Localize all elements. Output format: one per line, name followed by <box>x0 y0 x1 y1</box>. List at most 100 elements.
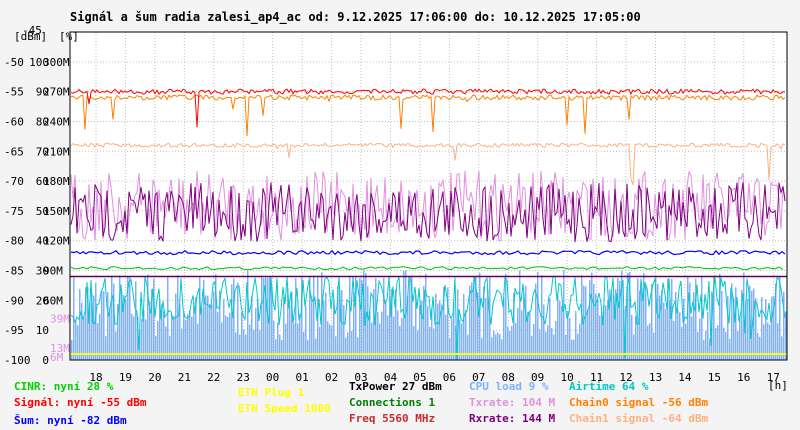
cpu-load-mark <box>461 323 463 360</box>
cpu-load-mark <box>329 324 331 360</box>
cpu-load-mark <box>633 334 635 360</box>
legend-freq: Freq 5560 MHz <box>349 412 436 425</box>
cpu-load-mark <box>563 270 565 360</box>
y-tick-dbm: -95 <box>4 324 24 337</box>
cpu-load-mark <box>119 275 121 360</box>
cpu-load-mark <box>773 295 775 360</box>
cpu-load-mark <box>313 275 315 360</box>
cpu-load-mark <box>425 273 427 360</box>
y-tick-dbm: -80 <box>4 235 24 248</box>
airtime-line <box>70 275 786 361</box>
x-tick-label: 06 <box>443 371 456 384</box>
cpu-load-mark <box>641 288 643 360</box>
cpu-load-mark <box>225 315 227 360</box>
cpu-load-mark <box>455 325 457 360</box>
cpu-load-mark <box>675 291 677 360</box>
cpu-load-mark <box>571 339 573 360</box>
cpu-load-mark <box>79 288 81 360</box>
cpu-load-mark <box>735 287 737 360</box>
cpu-load-mark <box>783 291 785 360</box>
legend-cpu: CPU load 9 % <box>469 380 549 393</box>
cpu-load-mark <box>379 323 381 360</box>
cpu-load-mark <box>303 331 305 360</box>
y-tick-rate-low: 13M <box>50 342 70 355</box>
cpu-load-mark <box>777 323 779 360</box>
cpu-load-mark <box>477 292 479 360</box>
y-tick-rate: 240M <box>43 115 70 128</box>
cpu-load-mark <box>515 322 517 360</box>
cpu-load-mark <box>271 286 273 360</box>
cpu-load-mark <box>251 295 253 360</box>
cpu-load-mark <box>663 302 665 360</box>
cpu-load-mark <box>581 275 583 360</box>
cpu-load-mark <box>533 323 535 360</box>
legend-cinr: CINR: nyní 28 % <box>14 380 114 393</box>
legend-airtime: Airtime 64 % <box>569 380 649 393</box>
cpu-load-mark <box>761 297 763 360</box>
cpu-load-mark <box>729 338 731 360</box>
x-tick-label: 18 <box>89 371 102 384</box>
y-tick-pct: 10 <box>36 324 49 337</box>
cpu-load-mark <box>597 299 599 360</box>
cpu-load-mark <box>141 319 143 360</box>
cpu-load-mark <box>505 273 507 360</box>
cpu-load-mark <box>579 323 581 360</box>
cpu-load-mark <box>779 276 781 360</box>
cpu-load-mark <box>739 316 741 360</box>
cpu-load-mark <box>535 283 537 360</box>
x-tick-label: 05 <box>413 371 426 384</box>
cpu-load-mark <box>305 305 307 360</box>
cpu-load-mark <box>111 275 113 360</box>
cpu-load-mark <box>591 272 593 360</box>
legend-chain1: Chain1 signal -64 dBm <box>569 412 709 425</box>
hours-unit-label: [h] <box>768 379 788 392</box>
x-tick-label: 09 <box>531 371 544 384</box>
cpu-load-mark <box>233 278 235 360</box>
cpu-load-mark <box>297 323 299 360</box>
cpu-load-mark <box>661 290 663 360</box>
cpu-load-mark <box>623 309 625 360</box>
cpu-load-mark <box>503 297 505 360</box>
cpu-load-mark <box>407 295 409 360</box>
cpu-load-mark <box>387 315 389 360</box>
cpu-load-mark <box>749 285 751 360</box>
cpu-load-mark <box>263 278 265 360</box>
cpu-load-mark <box>603 305 605 360</box>
cpu-load-mark <box>87 287 89 360</box>
pct-unit-label: [%] <box>59 30 79 43</box>
cpu-load-mark <box>669 300 671 360</box>
y-tick-pct: 30 <box>36 265 49 278</box>
cpu-load-mark <box>769 324 771 360</box>
cpu-load-mark <box>351 330 353 360</box>
cpu-load-mark <box>681 326 683 360</box>
cpu-load-mark <box>235 332 237 360</box>
cpu-load-mark <box>393 316 395 360</box>
cpu-load-mark <box>167 276 169 360</box>
cpu-load-mark <box>519 270 521 360</box>
x-tick-label: 23 <box>237 371 250 384</box>
cpu-load-mark <box>103 291 105 360</box>
legend-signal: Signál: nyní -55 dBm <box>14 396 147 409</box>
cpu-load-mark <box>413 326 415 360</box>
cpu-load-mark <box>427 306 429 360</box>
cpu-load-mark <box>187 314 189 360</box>
cpu-load-mark <box>755 298 757 360</box>
cpu-load-mark <box>543 304 545 360</box>
cpu-load-mark <box>565 334 567 360</box>
cpu-load-mark <box>561 306 563 360</box>
cpu-load-mark <box>367 286 369 360</box>
cpu-load-mark <box>621 270 623 360</box>
cpu-load-mark <box>691 316 693 360</box>
cpu-load-mark <box>365 273 367 360</box>
cpu-load-mark <box>89 302 91 360</box>
cpu-load-mark <box>151 288 153 360</box>
cpu-load-mark <box>767 322 769 360</box>
cpu-load-mark <box>383 277 385 360</box>
cpu-load-mark <box>507 326 509 360</box>
dbm-unit-label: [dBm] <box>14 30 48 43</box>
cpu-load-mark <box>309 276 311 360</box>
cpu-load-mark <box>513 292 515 360</box>
cpu-load-mark <box>301 277 303 360</box>
cpu-load-mark <box>677 309 679 360</box>
